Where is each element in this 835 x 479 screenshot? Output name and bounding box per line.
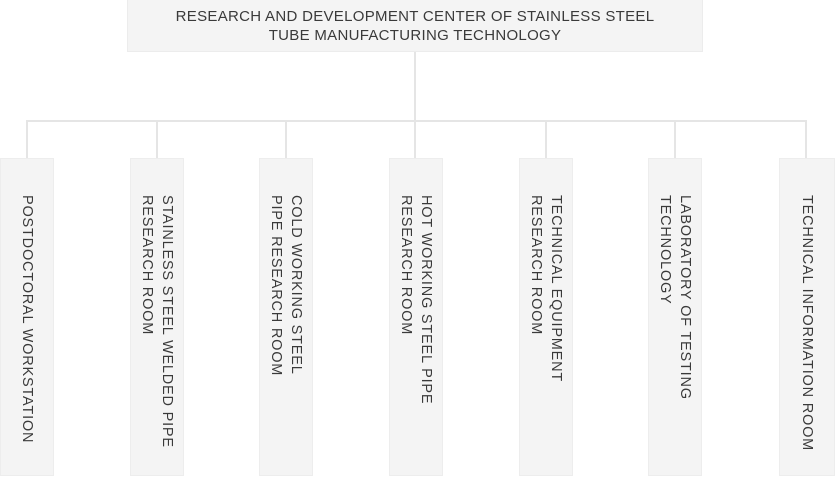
label-line: LABORATORY OF TESTING (677, 195, 693, 400)
connector-stub-3 (285, 120, 287, 158)
root-box: RESEARCH AND DEVELOPMENT CENTER OF STAIN… (127, 0, 703, 52)
label-line: TECHNICAL EQUIPMENT (548, 195, 564, 383)
connector-trunk (414, 52, 416, 122)
org-box-laboratory-of-testing-technology: LABORATORY OF TESTING TECHNOLOGY (648, 158, 702, 476)
label-line: TECHNOLOGY (657, 195, 673, 305)
connector-stub-6 (674, 120, 676, 158)
org-box-label: TECHNICAL EQUIPMENT RESEARCH ROOM (526, 195, 566, 382)
org-box-label: POSTDOCTORAL WORKSTATION (17, 195, 37, 443)
label-line: PIPE RESEARCH ROOM (268, 195, 284, 377)
label-line: STAINLESS STEEL WELDED PIPE (159, 195, 175, 448)
org-box-hot-working-steel-pipe-research-room: HOT WORKING STEEL PIPE RESEARCH ROOM (389, 158, 443, 476)
label-line: RESEARCH ROOM (398, 195, 414, 336)
connector-stub-4 (414, 120, 416, 158)
connector-rail (26, 120, 807, 122)
connector-stub-2 (156, 120, 158, 158)
org-box-label: HOT WORKING STEEL PIPE RESEARCH ROOM (396, 195, 436, 404)
connector-stub-7 (805, 120, 807, 158)
org-box-stainless-steel-welded-pipe-research-room: STAINLESS STEEL WELDED PIPE RESEARCH ROO… (130, 158, 184, 476)
org-box-postdoctoral-workstation: POSTDOCTORAL WORKSTATION (0, 158, 54, 476)
org-box-label: LABORATORY OF TESTING TECHNOLOGY (655, 195, 695, 400)
root-title-line-2: TUBE MANUFACTURING TECHNOLOGY (268, 26, 562, 44)
root-title-line-1: RESEARCH AND DEVELOPMENT CENTER OF STAIN… (175, 7, 655, 25)
org-box-technical-information-room: TECHNICAL INFORMATION ROOM (779, 158, 835, 476)
label-line: COLD WORKING STEEL (288, 195, 304, 375)
connector-stub-5 (545, 120, 547, 158)
org-box-technical-equipment-research-room: TECHNICAL EQUIPMENT RESEARCH ROOM (519, 158, 573, 476)
label-line: RESEARCH ROOM (139, 195, 155, 336)
label-line: RESEARCH ROOM (528, 195, 544, 336)
org-box-label: COLD WORKING STEEL PIPE RESEARCH ROOM (266, 195, 306, 376)
org-box-cold-working-steel-pipe-research-room: COLD WORKING STEEL PIPE RESEARCH ROOM (259, 158, 313, 476)
label-line: TECHNICAL INFORMATION ROOM (799, 195, 815, 452)
org-box-label: TECHNICAL INFORMATION ROOM (797, 195, 817, 451)
connector-stub-1 (26, 120, 28, 158)
label-line: HOT WORKING STEEL PIPE (418, 195, 434, 405)
org-box-label: STAINLESS STEEL WELDED PIPE RESEARCH ROO… (137, 195, 177, 448)
label-line: POSTDOCTORAL WORKSTATION (19, 195, 35, 444)
